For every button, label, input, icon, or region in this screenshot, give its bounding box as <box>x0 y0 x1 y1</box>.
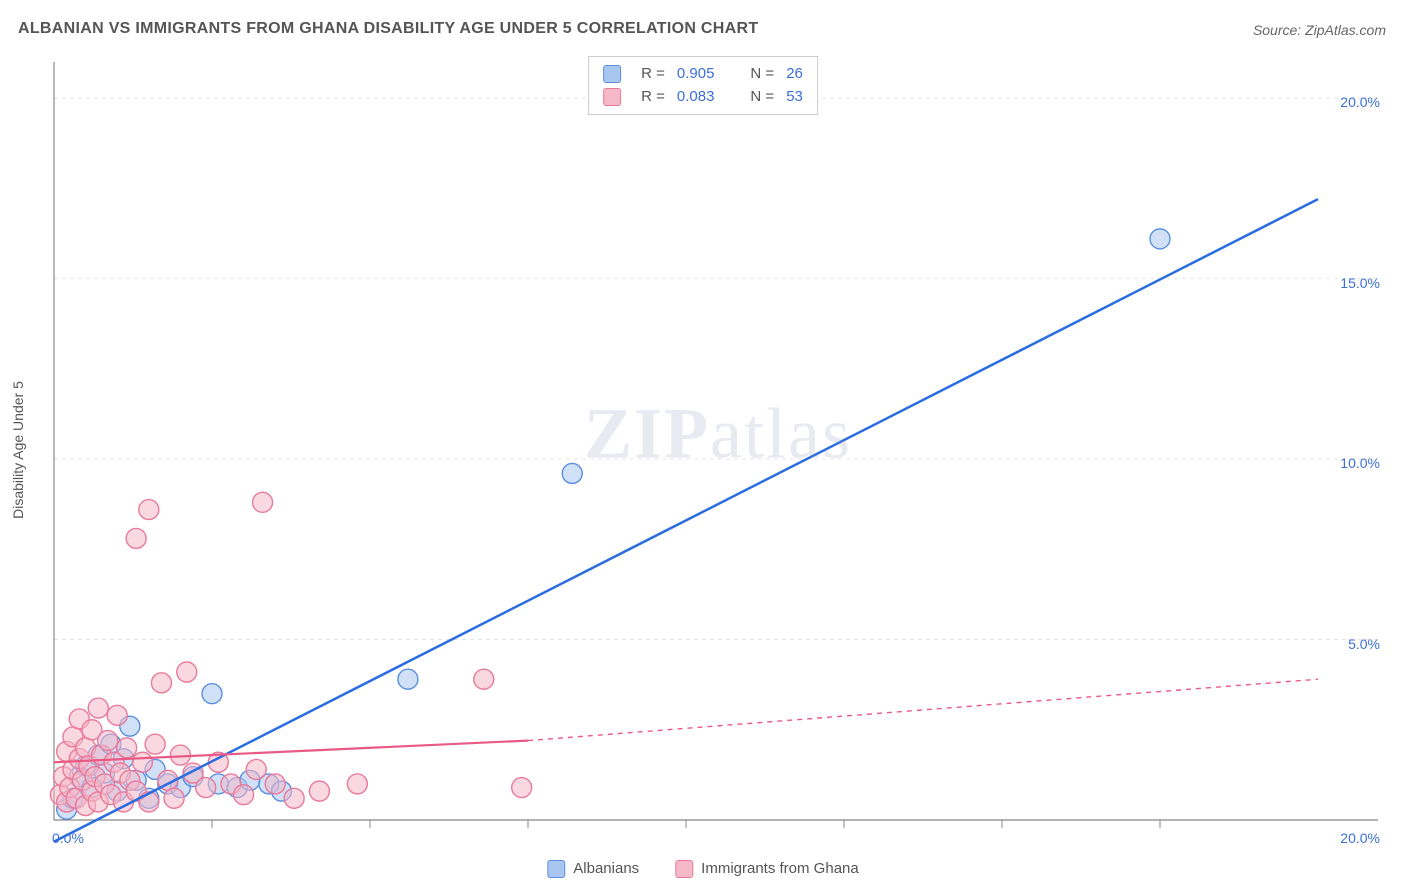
legend-n-label: N = <box>750 63 774 86</box>
correlation-legend: R = 0.905 N = 26 R = 0.083 N = 53 <box>588 56 818 115</box>
legend-r-label: R = <box>641 86 665 109</box>
axis-tick-label: 5.0% <box>1348 636 1380 652</box>
legend-swatch <box>675 860 693 878</box>
scatter-plot <box>48 56 1388 844</box>
legend-swatch <box>603 88 621 106</box>
legend-r-value: 0.905 <box>677 63 715 86</box>
legend-item: Albanians <box>547 860 639 878</box>
legend-label: Albanians <box>573 860 639 877</box>
legend-r-value: 0.083 <box>677 86 715 109</box>
axis-tick-label: 15.0% <box>1340 275 1380 291</box>
series-legend: Albanians Immigrants from Ghana <box>547 860 858 878</box>
legend-item: Immigrants from Ghana <box>675 860 859 878</box>
axis-tick-label: 20.0% <box>1340 830 1380 846</box>
legend-n-label: N = <box>750 86 774 109</box>
legend-swatch <box>603 65 621 83</box>
legend-row: R = 0.083 N = 53 <box>603 86 803 109</box>
legend-swatch <box>547 860 565 878</box>
chart-title: ALBANIAN VS IMMIGRANTS FROM GHANA DISABI… <box>18 20 758 38</box>
chart-area: Disability Age Under 5 ZIPatlas <box>48 56 1388 844</box>
legend-row: R = 0.905 N = 26 <box>603 63 803 86</box>
legend-n-value: 53 <box>786 86 803 109</box>
axis-tick-label: 20.0% <box>1340 94 1380 110</box>
source-attribution: Source: ZipAtlas.com <box>1253 22 1386 38</box>
legend-label: Immigrants from Ghana <box>701 860 859 877</box>
axis-tick-label: 0.0% <box>52 830 84 846</box>
axis-tick-label: 10.0% <box>1340 455 1380 471</box>
y-axis-label: Disability Age Under 5 <box>10 381 26 519</box>
legend-r-label: R = <box>641 63 665 86</box>
legend-n-value: 26 <box>786 63 803 86</box>
